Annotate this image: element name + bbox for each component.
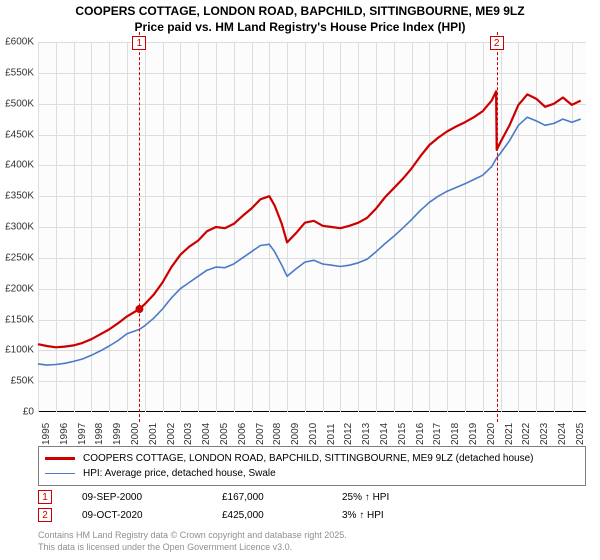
x-tick-label: 2012 [343,423,354,445]
x-tick-label: 2004 [201,423,212,445]
x-tick-label: 2011 [326,423,337,445]
x-tick-label: 2014 [379,423,390,445]
y-tick-label: £0 [23,407,34,418]
annotation-number: 2 [38,508,52,522]
x-tick-label: 2007 [255,423,266,445]
x-tick-label: 2024 [557,423,568,445]
y-tick-label: £200K [5,283,34,294]
annotation-number: 1 [38,490,52,504]
plot-svg [38,42,586,412]
legend-row: HPI: Average price, detached house, Swal… [45,466,579,481]
x-tick-label: 2015 [397,423,408,445]
annotation-price: £425,000 [222,510,342,521]
x-tick-label: 1998 [94,423,105,445]
series-hpi [38,117,581,365]
annotation-table: 1 09-SEP-2000£167,00025% ↑ HPI 2 09-OCT-202… [38,488,586,524]
y-tick-label: £600K [5,37,34,48]
x-tick-label: 2023 [539,423,550,445]
legend-label: COOPERS COTTAGE, LONDON ROAD, BAPCHILD, … [83,453,533,464]
annotation-line [497,32,498,422]
annotation-date: 09-SEP-2000 [82,492,222,503]
x-tick-label: 2006 [237,423,248,445]
annotation-row: 1 09-SEP-2000£167,00025% ↑ HPI [38,488,586,506]
y-tick-label: £100K [5,345,34,356]
chart-title: COOPERS COTTAGE, LONDON ROAD, BAPCHILD, … [0,0,600,37]
x-tick-label: 2005 [219,423,230,445]
y-tick-label: £500K [5,98,34,109]
legend-swatch [45,457,75,459]
x-tick-label: 2008 [272,423,283,445]
footer-line1: Contains HM Land Registry data © Crown c… [38,530,347,540]
chart-container: COOPERS COTTAGE, LONDON ROAD, BAPCHILD, … [0,0,600,560]
legend-row: COOPERS COTTAGE, LONDON ROAD, BAPCHILD, … [45,451,579,466]
x-tick-label: 2001 [148,423,159,445]
x-tick-label: 2025 [575,423,586,445]
legend-swatch [45,473,75,475]
x-tick-label: 2009 [290,423,301,445]
x-tick-label: 2017 [432,423,443,445]
x-tick-label: 2018 [450,423,461,445]
x-tick-label: 1997 [77,423,88,445]
x-tick-label: 1999 [112,423,123,445]
footer-attribution: Contains HM Land Registry data © Crown c… [38,530,347,553]
legend-label: HPI: Average price, detached house, Swal… [83,468,276,479]
annotation-box: 1 [132,36,146,50]
y-tick-label: £150K [5,314,34,325]
x-tick-label: 1996 [59,423,70,445]
title-line1: COOPERS COTTAGE, LONDON ROAD, BAPCHILD, … [75,4,524,18]
annotation-hpi: 25% ↑ HPI [342,492,389,503]
x-tick-label: 2022 [521,423,532,445]
annotation-price: £167,000 [222,492,342,503]
chart-area: 12 £0£50K£100K£150K£200K£250K£300K£350K£… [38,42,586,412]
x-tick-label: 2003 [183,423,194,445]
y-tick-label: £250K [5,252,34,263]
y-tick-label: £50K [11,376,34,387]
x-tick-label: 2019 [468,423,479,445]
y-tick-label: £450K [5,129,34,140]
annotation-date: 09-OCT-2020 [82,510,222,521]
y-tick-label: £300K [5,222,34,233]
x-tick-label: 2016 [415,423,426,445]
x-tick-label: 2021 [504,423,515,445]
legend: COOPERS COTTAGE, LONDON ROAD, BAPCHILD, … [38,446,586,486]
x-tick-label: 2013 [361,423,372,445]
y-tick-label: £550K [5,67,34,78]
annotation-box: 2 [490,36,504,50]
y-tick-label: £400K [5,160,34,171]
x-tick-label: 1995 [41,423,52,445]
annotation-hpi: 3% ↑ HPI [342,510,384,521]
annotation-line [139,32,140,422]
series-property [38,91,581,347]
x-tick-label: 2010 [308,423,319,445]
x-tick-label: 2000 [130,423,141,445]
annotation-row: 2 09-OCT-2020£425,0003% ↑ HPI [38,506,586,524]
title-line2: Price paid vs. HM Land Registry's House … [135,20,466,34]
y-tick-label: £350K [5,191,34,202]
x-tick-label: 2002 [166,423,177,445]
x-tick-label: 2020 [486,423,497,445]
footer-line2: This data is licensed under the Open Gov… [38,542,292,552]
